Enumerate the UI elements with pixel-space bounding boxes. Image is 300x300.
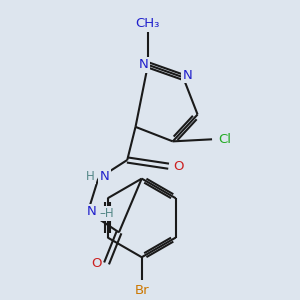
Text: O: O (91, 257, 101, 270)
Text: O: O (174, 160, 184, 173)
Text: N: N (100, 170, 110, 183)
Text: N: N (182, 69, 192, 82)
Text: N: N (139, 58, 149, 71)
Text: –H: –H (99, 207, 114, 220)
Text: Cl: Cl (218, 133, 231, 146)
Text: CH₃: CH₃ (136, 17, 160, 30)
Text: H: H (85, 170, 94, 183)
Text: Br: Br (134, 284, 149, 297)
Text: N: N (87, 205, 97, 218)
